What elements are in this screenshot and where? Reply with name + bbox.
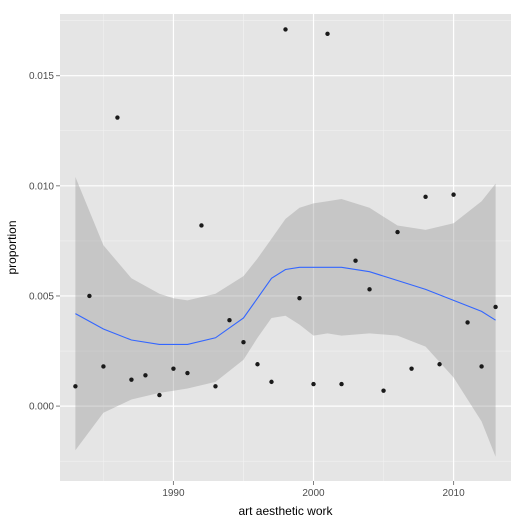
plot-panel — [60, 14, 511, 481]
data-point — [213, 384, 218, 389]
data-point — [227, 317, 232, 323]
data-point — [409, 366, 414, 371]
data-point — [493, 304, 498, 310]
x-tick-label: 1990 — [162, 488, 185, 499]
y-axis-title: proportion — [5, 220, 19, 274]
data-point — [283, 27, 288, 32]
major-gridlines — [60, 14, 511, 481]
data-point — [87, 293, 92, 299]
data-point — [157, 392, 162, 398]
y-tick-label: 0.015 — [29, 71, 54, 82]
data-point — [381, 388, 386, 393]
data-point — [269, 379, 274, 385]
data-point — [353, 258, 358, 263]
data-point — [241, 340, 246, 345]
data-point — [101, 364, 106, 369]
data-point — [465, 320, 470, 325]
data-points — [73, 27, 498, 398]
data-point — [129, 377, 134, 382]
data-point — [115, 115, 120, 120]
data-point — [199, 223, 204, 228]
data-point — [185, 370, 190, 376]
data-point — [171, 366, 176, 371]
smooth-trend-line — [75, 266, 496, 345]
data-point — [395, 229, 400, 235]
data-point — [423, 194, 428, 200]
y-tick-label: 0.000 — [29, 402, 54, 413]
data-point — [325, 31, 330, 37]
data-point — [311, 381, 316, 387]
confidence-band — [75, 177, 496, 457]
data-point — [73, 384, 78, 389]
data-point — [451, 192, 456, 197]
data-point — [297, 295, 302, 301]
x-axis-title: art aesthetic work — [238, 504, 333, 518]
data-point — [437, 362, 442, 367]
y-tick-label: 0.010 — [29, 181, 54, 192]
x-tick-label: 2010 — [442, 488, 465, 499]
x-tick-label: 2000 — [302, 488, 325, 499]
data-point — [339, 381, 344, 387]
data-point — [367, 287, 372, 292]
data-point — [479, 364, 484, 369]
y-axis-ticks: 0.000 0.005 0.010 0.015 — [29, 71, 60, 413]
y-tick-label: 0.005 — [29, 291, 54, 302]
data-point — [255, 362, 260, 367]
x-axis-ticks: 1990 2000 2010 — [162, 481, 465, 499]
data-point — [143, 373, 148, 378]
minor-gridlines — [60, 14, 511, 481]
